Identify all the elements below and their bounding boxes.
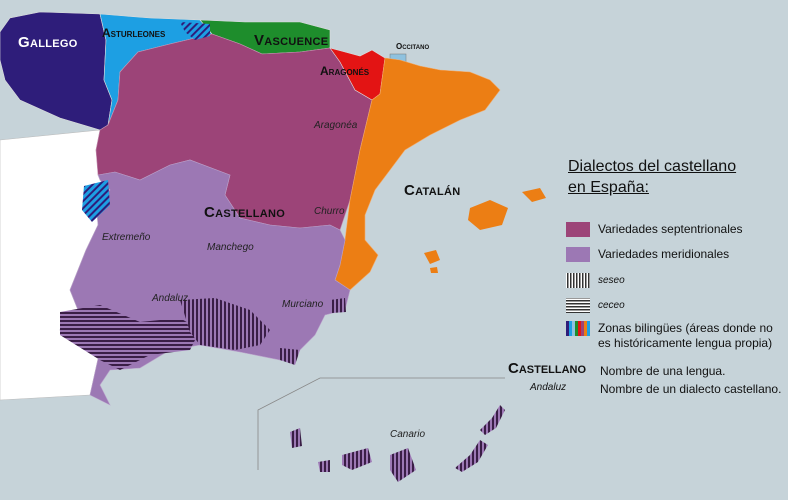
legend-swatch-ceceo: [566, 298, 590, 313]
legend-item-ceceo: ceceo: [598, 298, 625, 313]
legend-label-ceceo: ceceo: [598, 300, 625, 311]
legend-swatch-septentrional: [566, 222, 590, 237]
key-language-example: Castellano: [508, 360, 587, 377]
ceceo-area: [60, 305, 200, 370]
mallorca-island: [468, 200, 508, 230]
seseo-area: [180, 298, 270, 350]
canary-island: [480, 405, 505, 435]
formentera-island: [430, 267, 438, 273]
canary-inset-frame: [257, 377, 505, 470]
label-churro: Churro: [314, 206, 345, 217]
legend-swatch-seseo: [566, 273, 590, 288]
bilingual-zone-asturias: [180, 22, 210, 40]
bilingual-zone-extremadura: [82, 180, 110, 222]
legend-swatch-meridional: [566, 247, 590, 262]
legend-item-meridional: Variedades meridionales: [598, 247, 729, 262]
key-dialect-example: Andaluz: [530, 382, 567, 393]
label-occitano: Occitano: [396, 42, 430, 51]
label-vascuence: Vascuence: [254, 32, 329, 49]
canary-island: [390, 448, 416, 482]
ibiza-island: [424, 250, 440, 264]
legend-item-bilingual: Zonas bilingües (áreas donde no es histó…: [598, 321, 773, 351]
legend-label-meridional: Variedades meridionales: [598, 247, 730, 261]
legend-item-septentrional: Variedades septentrionales: [598, 222, 743, 237]
catalan-region: [334, 57, 501, 291]
key-dialect-desc: Nombre de un dialecto castellano.: [600, 382, 782, 396]
key-language-desc: Nombre de una lengua.: [600, 364, 726, 378]
canary-island: [318, 460, 330, 472]
legend-item-seseo: seseo: [598, 273, 625, 288]
label-gallego: Gallego: [18, 34, 78, 51]
menorca-island: [522, 188, 546, 202]
legend-label-bilingual-1: Zonas bilingües (áreas donde no: [598, 321, 773, 335]
label-canario: Canario: [390, 429, 426, 440]
label-catalan: Catalán: [404, 182, 461, 199]
legend-label-septentrional: Variedades septentrionales: [598, 222, 743, 236]
gallego-region: [0, 11, 113, 131]
seseo-murcia: [330, 298, 346, 313]
legend-swatch-bilingual: [566, 321, 590, 336]
label-castellano: Castellano: [204, 204, 286, 221]
label-aragones: Aragonés: [320, 64, 370, 78]
legend-title: Dialectos del castellano en España:: [568, 156, 736, 198]
legend-title-line2: en España:: [568, 179, 649, 196]
canary-island: [455, 440, 488, 472]
canary-island: [342, 448, 372, 470]
label-extremeno: Extremeño: [102, 232, 151, 243]
legend-title-line1: Dialectos del castellano: [568, 158, 737, 175]
label-asturleones: Asturleones: [102, 26, 166, 40]
canary-island: [290, 428, 302, 448]
legend-label-seseo: seseo: [598, 275, 625, 286]
label-manchego: Manchego: [207, 242, 254, 253]
label-murciano: Murciano: [282, 299, 324, 310]
legend-label-bilingual-2: es históricamente lengua propia): [598, 336, 773, 350]
label-andaluz: Andaluz: [152, 293, 189, 304]
label-aragonea: Aragonéa: [314, 120, 358, 131]
seseo-area-east: [280, 348, 300, 365]
